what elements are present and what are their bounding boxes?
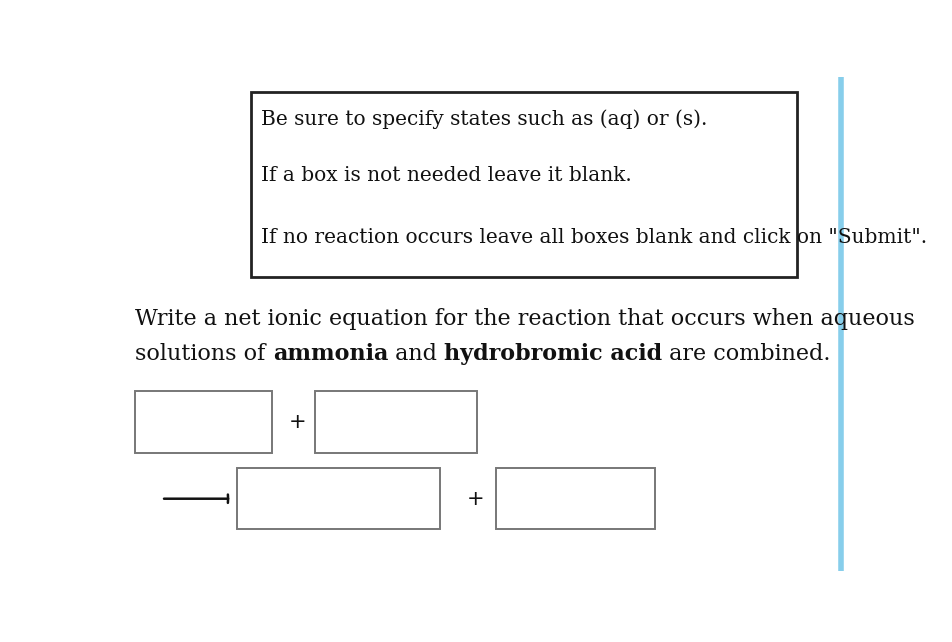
Text: If a box is not needed leave it blank.: If a box is not needed leave it blank. [261, 166, 631, 186]
FancyBboxPatch shape [237, 467, 440, 530]
FancyBboxPatch shape [495, 467, 654, 530]
Text: and: and [387, 343, 444, 365]
Text: are combined.: are combined. [662, 343, 830, 365]
FancyBboxPatch shape [314, 391, 477, 453]
Text: +: + [288, 412, 307, 432]
FancyBboxPatch shape [135, 391, 271, 453]
Text: Write a net ionic equation for the reaction that occurs when aqueous: Write a net ionic equation for the react… [135, 308, 914, 330]
Text: +: + [466, 489, 485, 508]
Text: solutions of: solutions of [135, 343, 272, 365]
Text: hydrobromic acid: hydrobromic acid [444, 343, 662, 365]
Text: ammonia: ammonia [272, 343, 387, 365]
FancyBboxPatch shape [250, 92, 796, 277]
Text: If no reaction occurs leave all boxes blank and click on "Submit".: If no reaction occurs leave all boxes bl… [261, 228, 926, 247]
Text: Be sure to specify states such as (aq) or (s).: Be sure to specify states such as (aq) o… [261, 109, 706, 129]
